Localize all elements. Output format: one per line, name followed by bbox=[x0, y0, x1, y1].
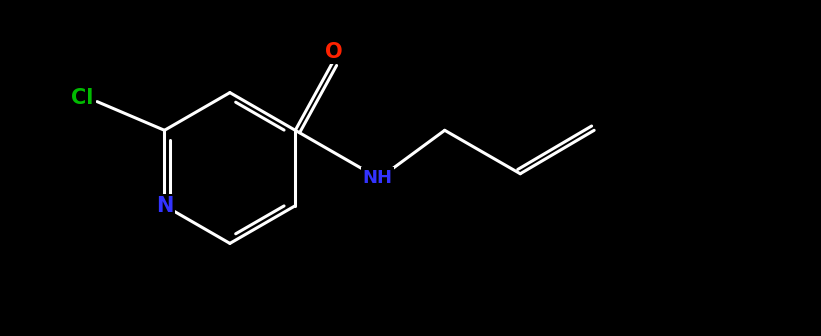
Text: Cl: Cl bbox=[71, 87, 94, 108]
Text: N: N bbox=[156, 196, 173, 216]
Text: O: O bbox=[325, 42, 342, 61]
Text: NH: NH bbox=[362, 169, 392, 187]
